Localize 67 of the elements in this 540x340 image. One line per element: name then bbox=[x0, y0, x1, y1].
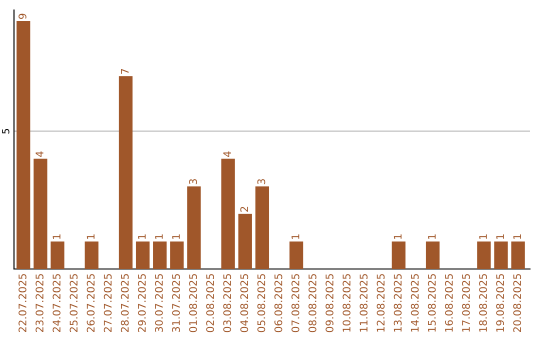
x-tick-label: 02.08.2025 bbox=[206, 274, 214, 332]
x-tick-label: 09.08.2025 bbox=[326, 274, 334, 332]
data-label: 1 bbox=[496, 234, 504, 239]
x-tick-label: 08.08.2025 bbox=[308, 274, 316, 332]
bar bbox=[153, 241, 167, 269]
data-label: 1 bbox=[52, 234, 60, 239]
bar bbox=[50, 241, 64, 269]
bar bbox=[289, 241, 304, 269]
bar bbox=[136, 241, 150, 269]
x-tick-label: 17.08.2025 bbox=[462, 274, 470, 332]
bar bbox=[392, 241, 406, 269]
bar bbox=[34, 158, 48, 269]
x-tick-label: 22.07.2025 bbox=[18, 274, 26, 332]
data-label: 3 bbox=[189, 179, 197, 184]
data-label: 4 bbox=[36, 151, 44, 157]
x-tick-label: 26.07.2025 bbox=[86, 274, 95, 332]
bar bbox=[426, 241, 440, 269]
x-tick-label: 15.08.2025 bbox=[428, 274, 436, 332]
x-tick-label: 07.08.2025 bbox=[291, 274, 300, 332]
data-label: 4 bbox=[223, 151, 231, 157]
x-tick-label: 12.08.2025 bbox=[376, 274, 385, 332]
data-label: 1 bbox=[292, 234, 300, 239]
data-label: 1 bbox=[513, 234, 521, 239]
x-tick-label: 10.08.2025 bbox=[342, 274, 351, 332]
bar bbox=[477, 241, 491, 269]
bar bbox=[118, 76, 133, 269]
x-tick-label: 28.07.2025 bbox=[120, 274, 129, 332]
x-tick-label: 23.07.2025 bbox=[36, 274, 44, 332]
x-tick-label: 27.07.2025 bbox=[104, 274, 112, 332]
x-tick-label: 01.08.2025 bbox=[189, 274, 197, 332]
x-tick-label: 03.08.2025 bbox=[223, 274, 232, 332]
data-label: 1 bbox=[138, 234, 146, 239]
data-label: 2 bbox=[240, 206, 248, 212]
data-label: 1 bbox=[479, 234, 487, 239]
x-tick-label: 29.07.2025 bbox=[138, 274, 146, 332]
x-tick-label: 19.08.2025 bbox=[496, 274, 504, 332]
bar bbox=[170, 241, 184, 269]
x-tick-label: 13.08.2025 bbox=[394, 274, 402, 332]
x-tick-label: 20.08.2025 bbox=[513, 274, 522, 332]
bar bbox=[238, 214, 252, 269]
bar bbox=[511, 241, 525, 269]
data-label: 1 bbox=[86, 234, 94, 239]
data-label: 1 bbox=[394, 234, 402, 239]
x-tick-label: 24.07.2025 bbox=[52, 274, 61, 332]
bar bbox=[16, 21, 30, 269]
data-label: 7 bbox=[121, 69, 129, 74]
bar bbox=[84, 241, 98, 269]
x-tick-label: 31.07.2025 bbox=[172, 274, 180, 332]
data-label: 1 bbox=[428, 234, 436, 239]
x-tick-label: 04.08.2025 bbox=[240, 274, 248, 332]
bar bbox=[187, 186, 201, 269]
x-tick-label: 14.08.2025 bbox=[410, 274, 419, 332]
bar bbox=[221, 158, 235, 269]
data-label: 9 bbox=[18, 14, 26, 19]
x-tick-label: 16.08.2025 bbox=[444, 274, 453, 332]
x-tick-label: 30.07.2025 bbox=[154, 274, 163, 332]
data-label: 1 bbox=[172, 234, 180, 239]
y-tick-label: 5 bbox=[2, 128, 10, 134]
bar bbox=[255, 186, 270, 269]
data-label: 1 bbox=[155, 234, 163, 239]
bar bbox=[494, 241, 508, 269]
x-tick-label: 18.08.2025 bbox=[479, 274, 487, 332]
x-tick-label: 06.08.2025 bbox=[274, 274, 282, 332]
x-tick-label: 05.08.2025 bbox=[257, 274, 266, 332]
x-tick-label: 11.08.2025 bbox=[360, 274, 368, 332]
data-label: 3 bbox=[257, 179, 266, 184]
x-tick-label: 25.07.2025 bbox=[70, 274, 78, 332]
